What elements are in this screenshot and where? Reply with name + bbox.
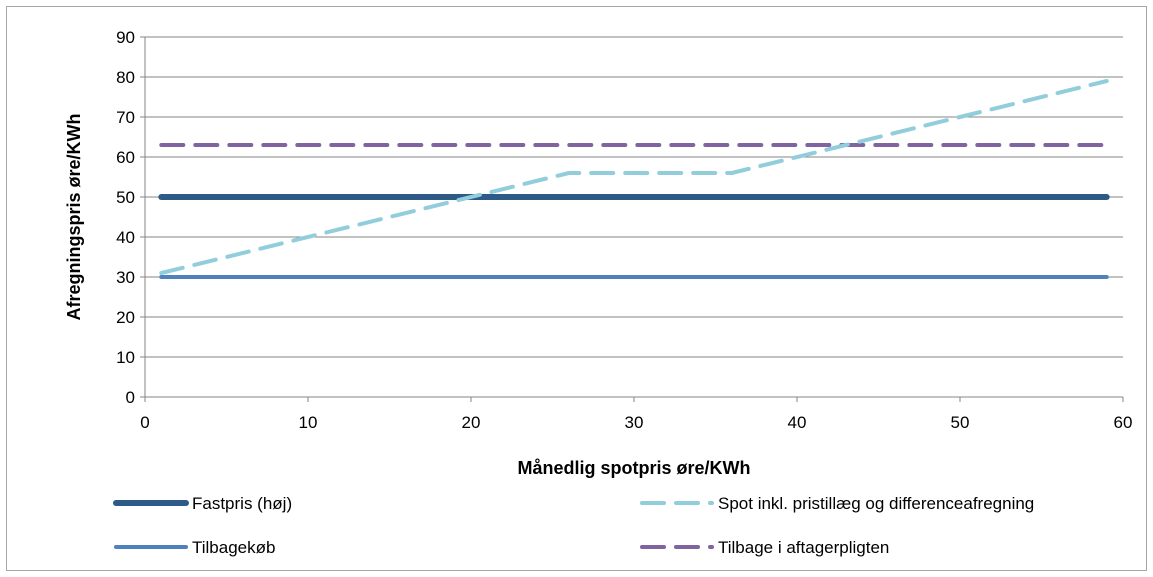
x-tick-label: 50 [951,413,970,432]
x-tick-label: 0 [140,413,149,432]
y-tick-label: 0 [126,388,135,407]
legend-label: Spot inkl. pristillæg og differenceafreg… [718,494,1034,513]
y-tick-label: 40 [116,228,135,247]
x-tick-label: 40 [788,413,807,432]
y-tick-labels: 0 10 20 30 40 50 60 70 80 90 [116,28,135,407]
x-tick-label: 10 [299,413,318,432]
y-tick-label: 80 [116,68,135,87]
y-tick-label: 20 [116,308,135,327]
series-layer [158,79,1110,279]
y-tick-label: 10 [116,348,135,367]
x-axis-title: Månedlig spotpris øre/KWh [517,458,750,478]
x-tick-label: 60 [1114,413,1133,432]
y-tick-label: 30 [116,268,135,287]
legend-label: Fastpris (høj) [192,494,292,513]
chart-frame [6,6,1147,571]
y-tick-label: 70 [116,108,135,127]
y-tick-label: 50 [116,188,135,207]
y-tick-label: 90 [116,28,135,47]
x-tick-labels: 0 10 20 30 40 50 60 [140,413,1132,432]
series-line [159,79,1109,275]
x-tick-label: 20 [462,413,481,432]
y-axis-title: Afregningspris øre/KWh [64,113,84,320]
legend: Fastpris (høj) Spot inkl. pristillæg og d… [113,494,1034,557]
axes [140,36,1124,402]
legend-label: Tilbagekøb [192,538,275,557]
y-tick-label: 60 [116,148,135,167]
x-tick-label: 30 [625,413,644,432]
legend-label: Tilbage i aftagerpligten [718,538,889,557]
